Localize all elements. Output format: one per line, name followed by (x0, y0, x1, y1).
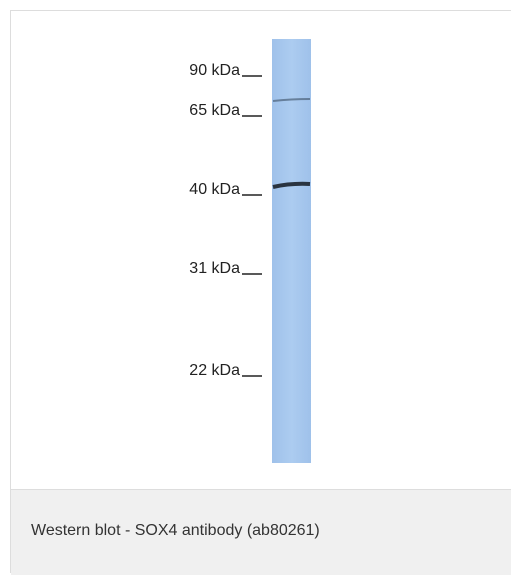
caption-bar: Western blot - SOX4 antibody (ab80261) (11, 489, 511, 575)
marker-label: 22 kDa (189, 362, 240, 379)
marker-label: 31 kDa (189, 260, 240, 277)
page: 90 kDa 65 kDa 40 kDa 31 kDa 22 kDa Weste… (0, 0, 511, 574)
markers: 90 kDa 65 kDa 40 kDa 31 kDa 22 kDa (189, 62, 262, 379)
marker-label: 90 kDa (189, 62, 240, 79)
gel-lane (272, 39, 311, 463)
marker-label: 40 kDa (189, 181, 240, 198)
caption: Western blot - SOX4 antibody (ab80261) (31, 522, 320, 540)
blot-image: 90 kDa 65 kDa 40 kDa 31 kDa 22 kDa (11, 11, 511, 489)
marker-label: 65 kDa (189, 102, 240, 119)
figure-card: 90 kDa 65 kDa 40 kDa 31 kDa 22 kDa Weste… (10, 10, 511, 573)
